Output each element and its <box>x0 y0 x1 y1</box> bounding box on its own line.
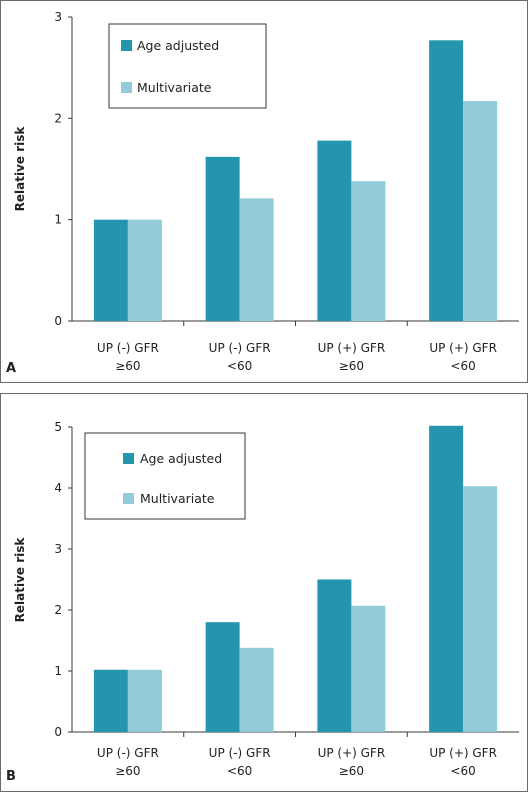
panel-b-category-label-1-line-1: <60 <box>227 764 252 778</box>
panel-b-bar-age-adjusted-0 <box>93 669 128 732</box>
panel-b-category-label-1: UP (-) GFR <60 <box>209 746 271 778</box>
panel-b-legend-label-multivariate: Multivariate <box>140 491 215 506</box>
panel-b-category-label-3: UP (+) GFR <60 <box>429 746 497 778</box>
panel-b-category-label-2-line-0: UP (+) GFR <box>318 746 386 760</box>
panel-b-legend: Age adjusted Multivariate <box>84 432 246 520</box>
panel-a-y-ticks: 0 1 2 3 <box>54 10 72 328</box>
panel-b-bar-age-adjusted-3 <box>429 425 464 732</box>
panel-a-y-tick-label-0: 0 <box>54 314 62 328</box>
panel-a-bar-multivariate-2 <box>351 181 386 321</box>
panel-a-category-label-1-line-1: <60 <box>227 359 252 373</box>
panel-a-y-tick-label-2: 2 <box>54 111 62 125</box>
panel-b-category-label-1-line-0: UP (-) GFR <box>209 746 271 760</box>
panel-a-legend-label-multivariate: Multivariate <box>137 80 212 95</box>
panel-b-bar-multivariate-2 <box>351 605 386 732</box>
panel-b-letter: B <box>6 769 16 784</box>
panel-b-bar-age-adjusted-2 <box>317 579 352 732</box>
panel-a-y-tick-label-3: 3 <box>54 10 62 24</box>
panel-b-bars <box>93 425 498 732</box>
panel-a-category-label-2-line-0: UP (+) GFR <box>318 341 386 355</box>
panel-b-y-tick-label-1: 1 <box>54 664 62 678</box>
panel-a-category-label-1: UP (-) GFR <60 <box>209 341 271 373</box>
panel-a-bar-multivariate-3 <box>463 101 498 322</box>
panel-a-legend-swatch-age-adjusted <box>121 40 132 51</box>
panel-a-bar-age-adjusted-2 <box>317 140 352 321</box>
panel-b-y-tick-label-3: 3 <box>54 542 62 556</box>
panel-b-bar-age-adjusted-1 <box>205 622 240 732</box>
panel-b-y-tick-label-2: 2 <box>54 603 62 617</box>
panel-a-bar-multivariate-0 <box>127 219 162 321</box>
panel-a-bar-age-adjusted-0 <box>93 219 128 321</box>
panel-a-bar-age-adjusted-1 <box>205 156 240 321</box>
panel-b-bar-multivariate-3 <box>463 486 498 732</box>
panel-a-category-label-3-line-0: UP (+) GFR <box>429 341 497 355</box>
panel-a-category-label-0: UP (-) GFR ≥60 <box>97 341 159 373</box>
panel-b-legend-swatch-multivariate <box>123 493 134 504</box>
panel-a-category-label-3-line-1: <60 <box>450 359 475 373</box>
panel-a-bars <box>93 40 498 322</box>
panel-b-legend-label-age-adjusted: Age adjusted <box>140 451 222 466</box>
panel-b-category-label-2-line-1: ≥60 <box>339 764 364 778</box>
panel-a-category-label-3: UP (+) GFR <60 <box>429 341 497 373</box>
panel-a-category-label-0-line-1: ≥60 <box>115 359 140 373</box>
panel-a-legend-swatch-multivariate <box>121 82 132 93</box>
panel-b-y-tick-label-4: 4 <box>54 481 62 495</box>
panel-a-y-tick-label-1: 1 <box>54 213 62 227</box>
panel-b-category-label-0: UP (-) GFR ≥60 <box>97 746 159 778</box>
panel-b-category-label-3-line-0: UP (+) GFR <box>429 746 497 760</box>
panel-b-bar-multivariate-1 <box>239 647 274 732</box>
panel-a-category-label-0-line-0: UP (-) GFR <box>97 341 159 355</box>
panel-b-legend-box <box>84 432 246 520</box>
panel-a-legend-box <box>108 23 267 109</box>
panel-b-legend-swatch-age-adjusted <box>123 453 134 464</box>
panel-a-legend-label-age-adjusted: Age adjusted <box>137 38 219 53</box>
panel-a-letter: A <box>6 361 16 376</box>
panel-b-y-tick-label-5: 5 <box>54 420 62 434</box>
panel-b-category-label-3-line-1: <60 <box>450 764 475 778</box>
panel-a-category-label-1-line-0: UP (-) GFR <box>209 341 271 355</box>
panel-a-category-label-2-line-1: ≥60 <box>339 359 364 373</box>
panel-a-y-axis-label: Relative risk <box>13 126 27 212</box>
panel-a-bar-multivariate-1 <box>239 198 274 321</box>
panel-b-y-tick-label-0: 0 <box>54 725 62 739</box>
panel-a-bar-age-adjusted-3 <box>429 40 464 321</box>
panel-a-category-label-2: UP (+) GFR ≥60 <box>318 341 386 373</box>
panel-b-category-label-0-line-1: ≥60 <box>115 764 140 778</box>
panel-b-bar-multivariate-0 <box>127 669 162 732</box>
panel-b-y-ticks: 0 1 2 3 4 5 <box>54 420 72 739</box>
panel-b-category-label-0-line-0: UP (-) GFR <box>97 746 159 760</box>
panel-b-category-label-2: UP (+) GFR ≥60 <box>318 746 386 778</box>
panel-a-legend: Age adjusted Multivariate <box>108 23 267 109</box>
panel-b-y-axis-label: Relative risk <box>13 537 27 623</box>
